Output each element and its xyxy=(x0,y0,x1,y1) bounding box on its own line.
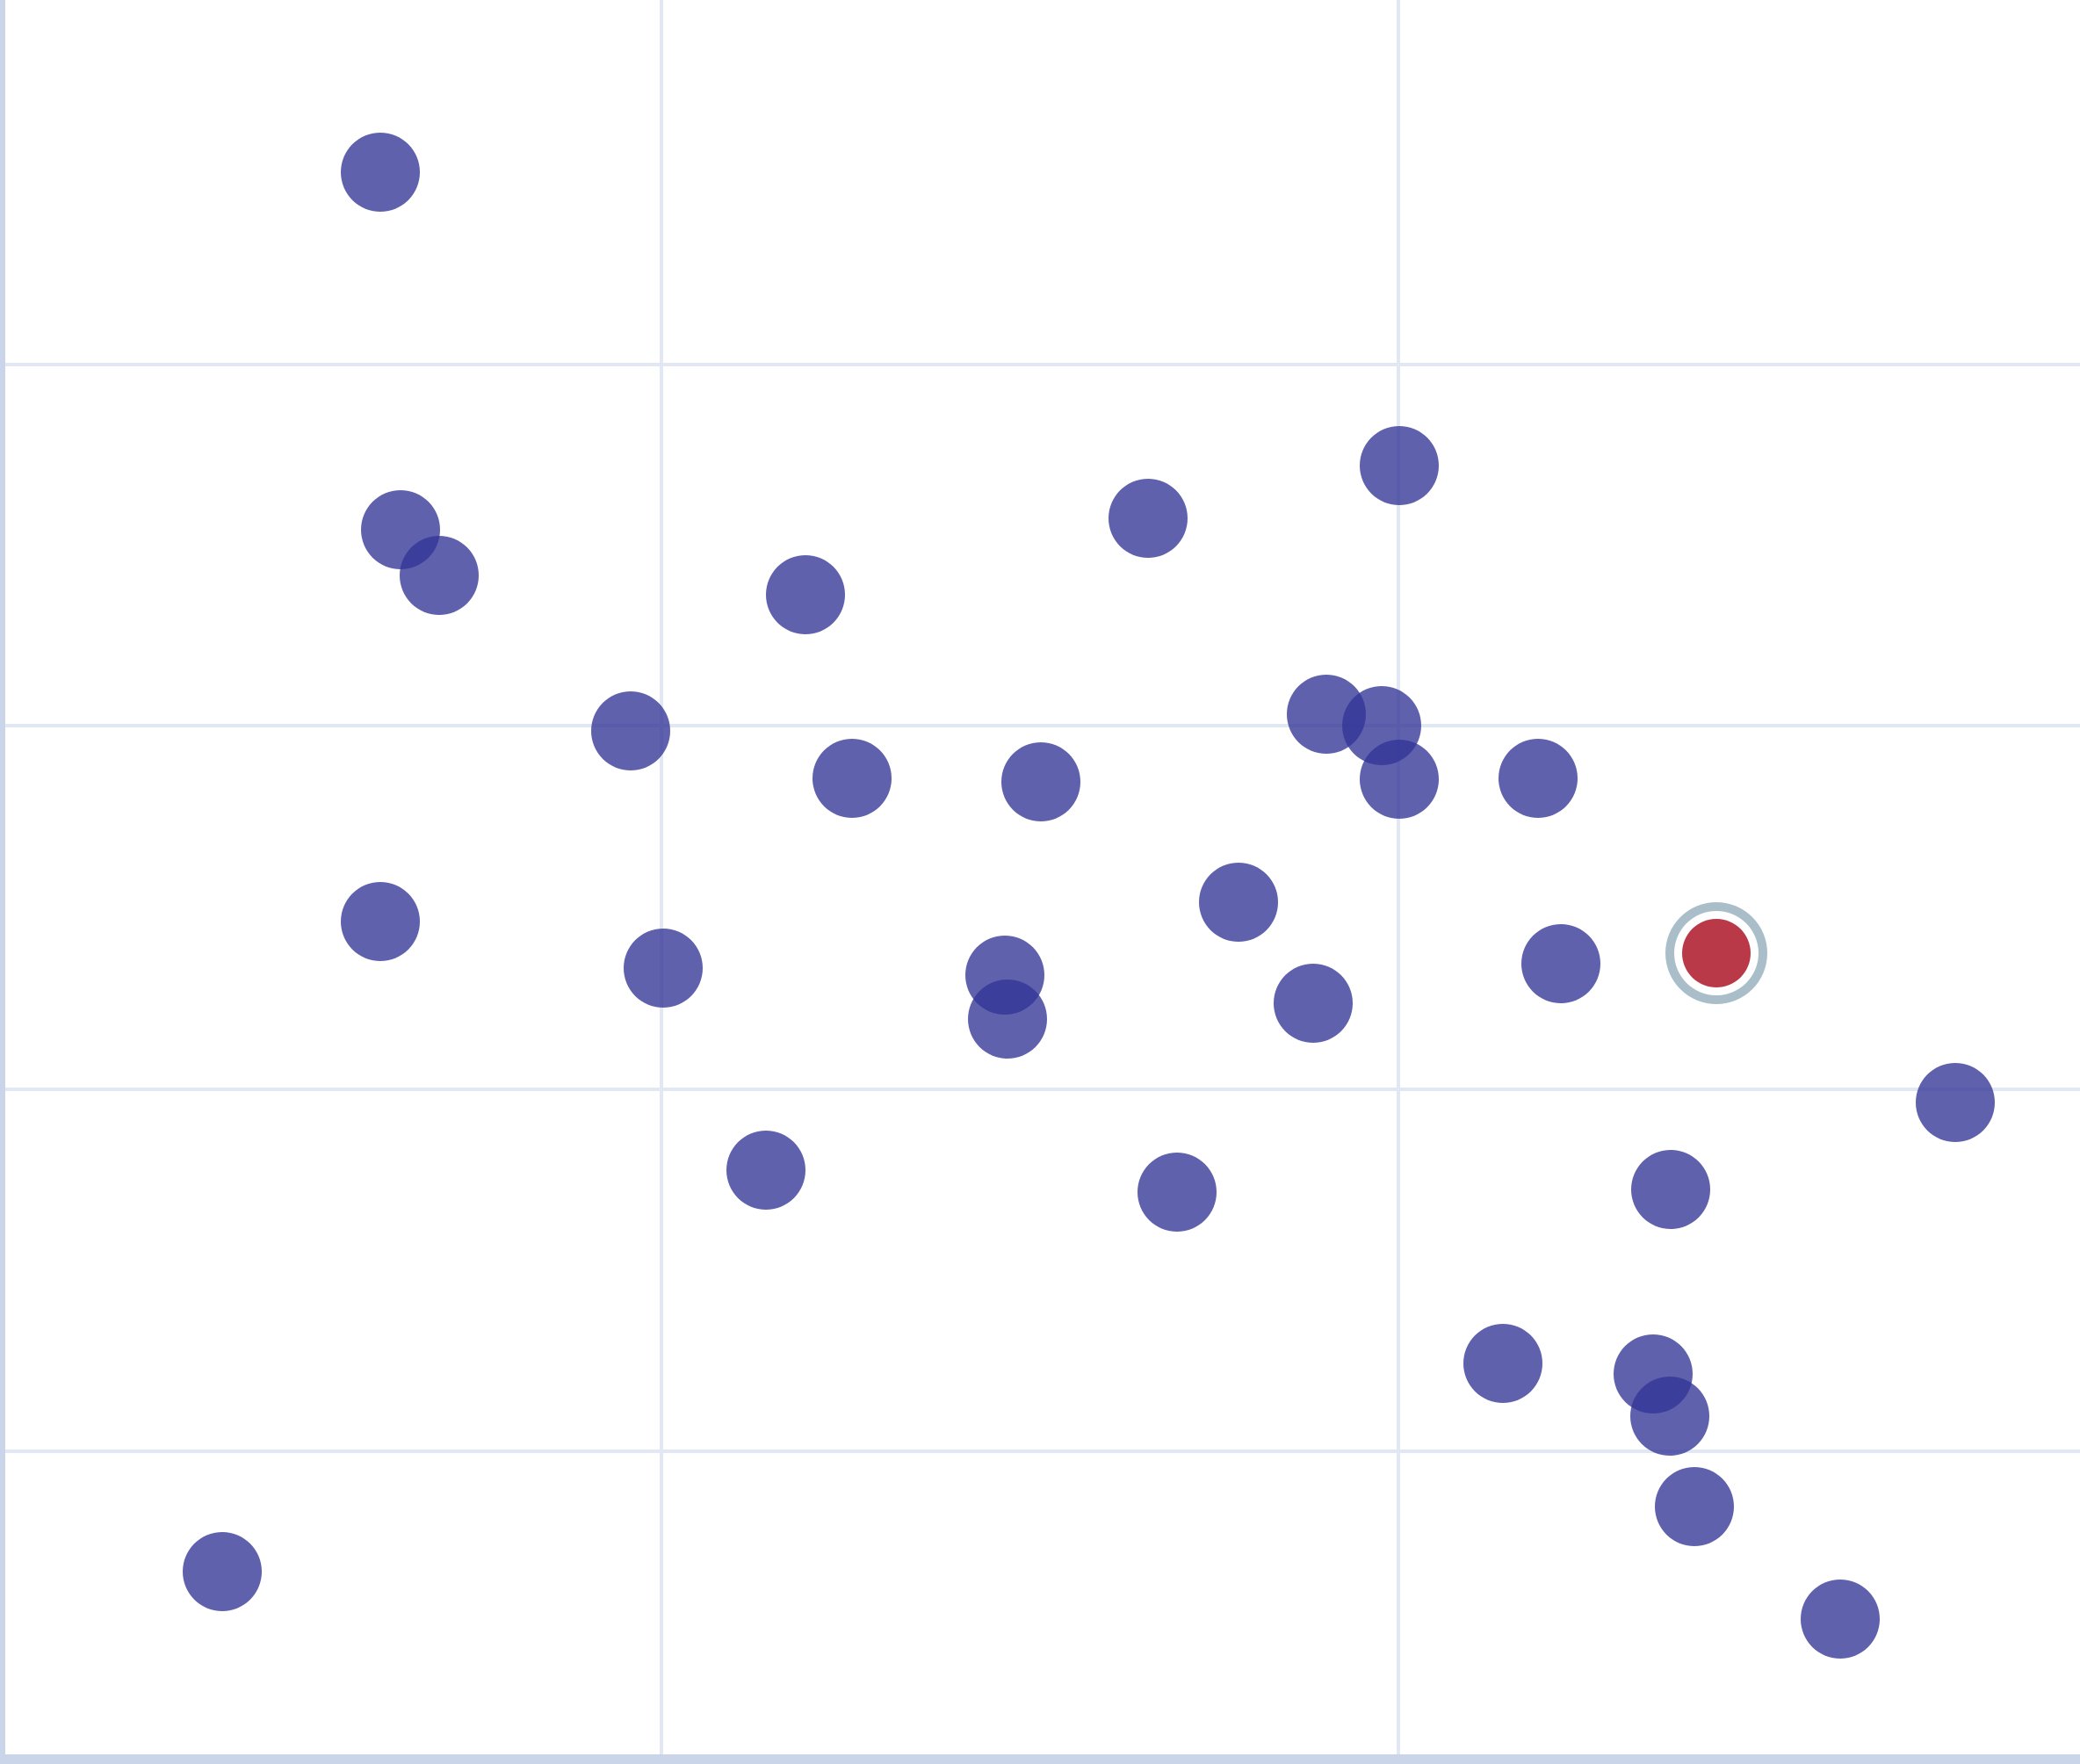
scatter-point[interactable] xyxy=(1655,1467,1734,1546)
scatter-point[interactable] xyxy=(1360,426,1439,505)
scatter-point[interactable] xyxy=(624,929,703,1008)
scatter-point[interactable] xyxy=(1463,1324,1542,1403)
scatter-point[interactable] xyxy=(1631,1150,1710,1229)
y-axis-line xyxy=(0,0,5,1764)
horizontal-gridline xyxy=(0,363,2080,366)
scatter-point[interactable] xyxy=(1916,1063,1995,1142)
x-axis-line xyxy=(0,1754,2080,1764)
scatter-point[interactable] xyxy=(1138,1153,1217,1232)
vertical-gridline xyxy=(660,0,663,1754)
scatter-point[interactable] xyxy=(341,133,420,212)
scatter-point[interactable] xyxy=(1274,964,1353,1043)
scatter-point[interactable] xyxy=(400,536,479,615)
scatter-point[interactable] xyxy=(341,882,420,961)
scatter-point[interactable] xyxy=(1630,1377,1709,1456)
scatter-point[interactable] xyxy=(1109,479,1188,558)
horizontal-gridline xyxy=(0,1088,2080,1091)
scatter-point[interactable] xyxy=(1801,1580,1880,1659)
scatter-point[interactable] xyxy=(1001,742,1080,821)
scatter-point[interactable] xyxy=(183,1532,262,1611)
scatter-point[interactable] xyxy=(968,980,1047,1059)
vertical-gridline xyxy=(1397,0,1400,1754)
scatter-point[interactable] xyxy=(1499,739,1578,818)
selected-point[interactable] xyxy=(1682,919,1751,987)
scatter-point[interactable] xyxy=(766,555,845,634)
scatter-point[interactable] xyxy=(1360,740,1439,819)
scatter-point[interactable] xyxy=(1521,924,1600,1003)
scatter-point[interactable] xyxy=(812,739,892,818)
scatter-point[interactable] xyxy=(726,1131,805,1210)
scatter-point[interactable] xyxy=(1199,863,1278,942)
horizontal-gridline xyxy=(0,724,2080,727)
scatter-point[interactable] xyxy=(591,691,670,770)
horizontal-gridline xyxy=(0,1450,2080,1453)
